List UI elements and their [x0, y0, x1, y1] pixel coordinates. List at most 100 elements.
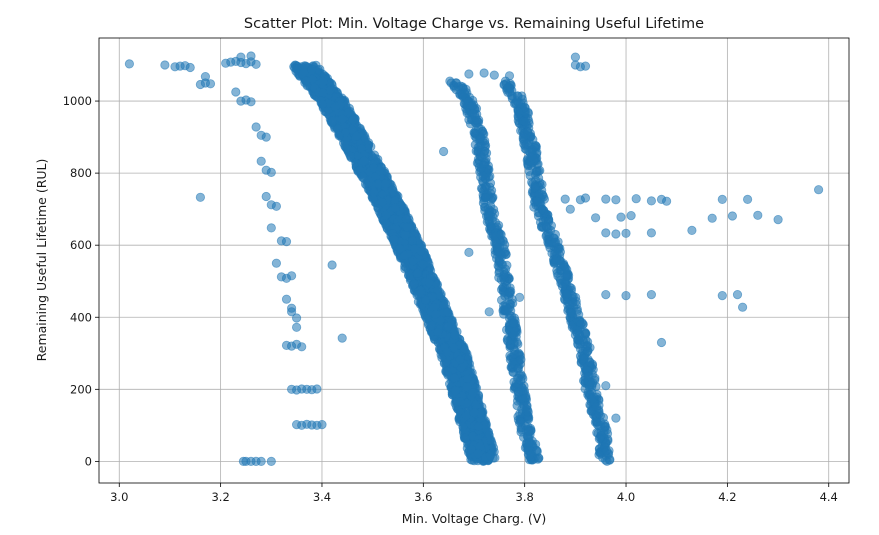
data-point [473, 421, 484, 431]
data-point [266, 223, 276, 233]
data-point [286, 271, 297, 281]
data-point [523, 426, 534, 436]
data-point [530, 182, 540, 193]
data-point [251, 59, 261, 69]
data-point [646, 196, 657, 206]
data-point [717, 290, 727, 301]
plot-frame [98, 37, 850, 484]
data-point [514, 292, 525, 302]
data-point [524, 119, 534, 129]
data-point [464, 247, 474, 257]
data-points [124, 51, 824, 466]
data-point [431, 309, 441, 319]
data-point [442, 307, 452, 317]
data-point [601, 194, 611, 204]
data-point [555, 247, 566, 257]
data-point [342, 144, 352, 154]
y-axis-ticks: 0 200 400 600 800 1000 [63, 94, 99, 468]
data-point [281, 237, 292, 247]
data-point [582, 340, 592, 351]
x-tick-label: 4.0 [617, 490, 635, 504]
data-point [509, 318, 519, 328]
data-point [605, 454, 615, 465]
data-point [473, 448, 483, 459]
data-point [469, 407, 479, 418]
data-point [307, 64, 317, 75]
data-point [601, 228, 611, 238]
data-point [594, 450, 604, 460]
data-point [687, 225, 697, 235]
data-point [450, 330, 460, 340]
data-point [236, 52, 246, 62]
data-point [813, 185, 824, 195]
data-point [601, 289, 611, 300]
data-point [487, 207, 497, 217]
data-point [195, 192, 205, 202]
data-point [516, 354, 526, 365]
data-point [534, 166, 544, 176]
data-point [468, 109, 478, 119]
data-point [562, 271, 572, 281]
data-point [532, 445, 542, 456]
data-point [496, 284, 507, 295]
data-point [438, 146, 449, 157]
data-point [387, 185, 398, 195]
x-tick-label: 3.6 [414, 490, 432, 504]
data-point [459, 344, 470, 354]
data-point [318, 88, 328, 98]
data-point [442, 347, 452, 357]
data-point [500, 247, 510, 257]
data-point [727, 211, 738, 221]
data-point [565, 204, 575, 214]
data-point [467, 100, 477, 111]
data-point [489, 70, 499, 80]
y-tick-label: 200 [70, 382, 92, 396]
data-point [737, 302, 748, 312]
data-point [380, 179, 390, 189]
data-point [351, 131, 362, 141]
data-point [246, 51, 256, 61]
data-point [261, 191, 271, 202]
data-point [753, 210, 763, 220]
data-point [707, 213, 717, 223]
y-tick-label: 0 [85, 454, 92, 468]
data-point [578, 319, 588, 330]
data-point [231, 87, 241, 97]
data-point [471, 400, 481, 410]
data-point [412, 268, 423, 278]
data-point [557, 282, 568, 292]
data-point [449, 343, 459, 353]
data-point [580, 61, 591, 71]
data-point [521, 139, 531, 149]
data-point [317, 419, 327, 430]
x-tick-label: 4.2 [718, 490, 736, 504]
data-point [318, 76, 328, 87]
data-point [416, 246, 426, 256]
data-point [369, 188, 379, 198]
data-point [504, 71, 515, 81]
data-point [312, 384, 322, 394]
data-point [611, 229, 621, 239]
data-point [256, 156, 266, 166]
data-point [550, 237, 561, 247]
data-point [297, 342, 307, 352]
x-tick-label: 3.4 [313, 490, 331, 504]
x-axis-label: Min. Voltage Charg. (V) [402, 511, 546, 526]
data-point [570, 52, 581, 62]
data-point [513, 106, 523, 117]
y-tick-label: 800 [70, 166, 92, 180]
data-point [505, 87, 515, 97]
data-point [462, 374, 472, 384]
data-point [562, 289, 572, 299]
data-point [409, 279, 419, 289]
data-point [395, 244, 405, 254]
data-point [518, 132, 528, 142]
data-point [402, 222, 412, 232]
data-point [646, 289, 657, 300]
data-point [526, 152, 536, 162]
data-point [477, 152, 487, 162]
data-point [337, 114, 347, 124]
data-point [443, 321, 453, 331]
data-point [433, 327, 443, 337]
